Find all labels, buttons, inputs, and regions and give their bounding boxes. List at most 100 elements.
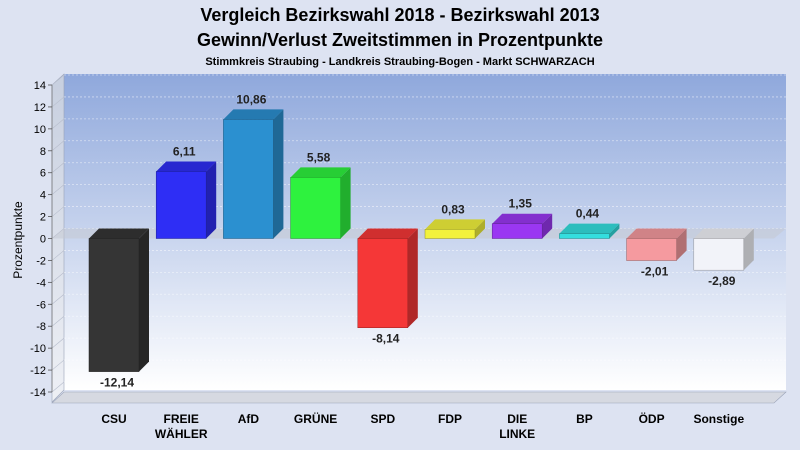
category-label: SPD — [370, 412, 395, 426]
bar-side — [139, 228, 149, 372]
y-tick-label: -10 — [30, 343, 46, 355]
value-label: 0,83 — [441, 202, 465, 216]
bar-3 — [290, 167, 351, 239]
bar-top — [626, 228, 687, 239]
y-tick-label: -12 — [30, 365, 46, 377]
category-label: LINKE — [499, 427, 535, 441]
bar-5 — [424, 219, 485, 239]
bar-top — [290, 167, 351, 178]
bar-6 — [491, 213, 553, 239]
bar-0 — [88, 228, 149, 372]
gridline-side — [51, 184, 65, 195]
category-label: DIE — [507, 412, 527, 426]
bar-side — [743, 228, 754, 271]
bar-side — [676, 228, 687, 261]
value-label: -2,89 — [708, 274, 736, 288]
bar-side — [273, 109, 284, 239]
gridline-side — [51, 381, 65, 393]
gridline-side — [51, 96, 65, 108]
chart-subtitle: Stimmkreis Straubing - Landkreis Straubi… — [205, 56, 594, 68]
bar-9 — [693, 228, 754, 271]
bar-top — [357, 228, 418, 239]
gridline-side — [51, 359, 65, 371]
bar-8 — [626, 228, 687, 261]
bar-2 — [223, 109, 284, 239]
category-label: CSU — [101, 412, 126, 426]
value-label: -12,14 — [100, 376, 134, 390]
bar-front — [424, 229, 476, 239]
gridline-side — [51, 294, 65, 305]
value-label: 10,86 — [236, 92, 266, 106]
bar-front — [223, 119, 274, 239]
category-label: FREIE — [164, 412, 199, 426]
bar-top — [492, 213, 553, 224]
bar-front — [559, 233, 610, 239]
bar-side — [407, 228, 418, 328]
bar-front — [491, 223, 543, 239]
bar-7 — [559, 223, 620, 239]
bar-front — [693, 238, 745, 271]
bar-top — [425, 219, 485, 230]
y-tick-label: -14 — [30, 387, 46, 399]
y-tick-label: 2 — [40, 212, 46, 224]
value-label: 0,44 — [576, 207, 600, 221]
y-tick-label: -4 — [36, 277, 46, 289]
y-tick-label: 6 — [40, 168, 46, 180]
y-tick-label: 4 — [40, 190, 46, 202]
bar-top — [693, 228, 754, 239]
y-tick-label: 12 — [34, 102, 46, 114]
bar-top — [89, 228, 149, 239]
chart-title: Vergleich Bezirkswahl 2018 - Bezirkswahl… — [200, 5, 599, 25]
value-label: -8,14 — [372, 332, 400, 346]
value-label: 5,58 — [307, 150, 331, 164]
gridline-side — [51, 118, 65, 130]
bar-front — [155, 171, 207, 239]
gridline-side — [51, 74, 65, 86]
bar-front — [626, 238, 677, 261]
gridline-side — [51, 250, 65, 261]
y-axis-label: Prozentpunkte — [11, 201, 25, 279]
gridline-side — [51, 337, 65, 349]
bar-side — [609, 223, 620, 239]
category-label: GRÜNE — [294, 411, 337, 426]
bar-front — [88, 238, 140, 372]
bar-side — [340, 167, 351, 239]
bar-4 — [357, 228, 418, 328]
category-label: BP — [576, 412, 593, 426]
gridline-side — [51, 315, 65, 327]
bar-side — [542, 213, 553, 239]
category-label: ÖDP — [639, 411, 665, 426]
y-tick-label: 14 — [34, 80, 46, 92]
gridline-side — [51, 206, 65, 217]
y-tick-label: 10 — [34, 124, 46, 136]
gridline-side — [51, 162, 65, 173]
gridline-side — [51, 140, 65, 152]
bar-top — [559, 223, 620, 234]
y-tick-label: -8 — [36, 321, 46, 333]
bar-side — [206, 161, 217, 239]
bar-top — [156, 161, 217, 172]
bar-front — [290, 177, 341, 239]
y-tick-label: 8 — [40, 146, 46, 158]
bar-side — [475, 219, 485, 239]
y-tick-label: 0 — [40, 234, 46, 246]
value-label: -2,01 — [641, 265, 669, 279]
gridline-side — [51, 272, 65, 283]
y-tick-label: -6 — [36, 299, 46, 311]
value-label: 1,35 — [509, 197, 533, 211]
y-tick-label: -2 — [36, 255, 46, 267]
bar-front — [357, 238, 409, 328]
category-label: WÄHLER — [155, 426, 208, 441]
category-label: AfD — [238, 412, 260, 426]
y-axis: 14 12 10 8 6 4 2 0 -2 -4 -6 -8 -10 -12 -14 — [30, 80, 53, 399]
bar-top — [223, 109, 284, 120]
category-label: Sonstige — [693, 412, 744, 426]
value-label: 6,11 — [173, 145, 196, 159]
bar-1 — [155, 161, 217, 239]
chart-title-line-2: Gewinn/Verlust Zweitstimmen in Prozentpu… — [197, 30, 603, 50]
bars: -12,14 6,11 10,86 5,58 -8,14 0,83 1,35 0,44 -2,0… — [88, 92, 754, 390]
category-label: FDP — [438, 412, 462, 426]
floor — [51, 391, 787, 404]
